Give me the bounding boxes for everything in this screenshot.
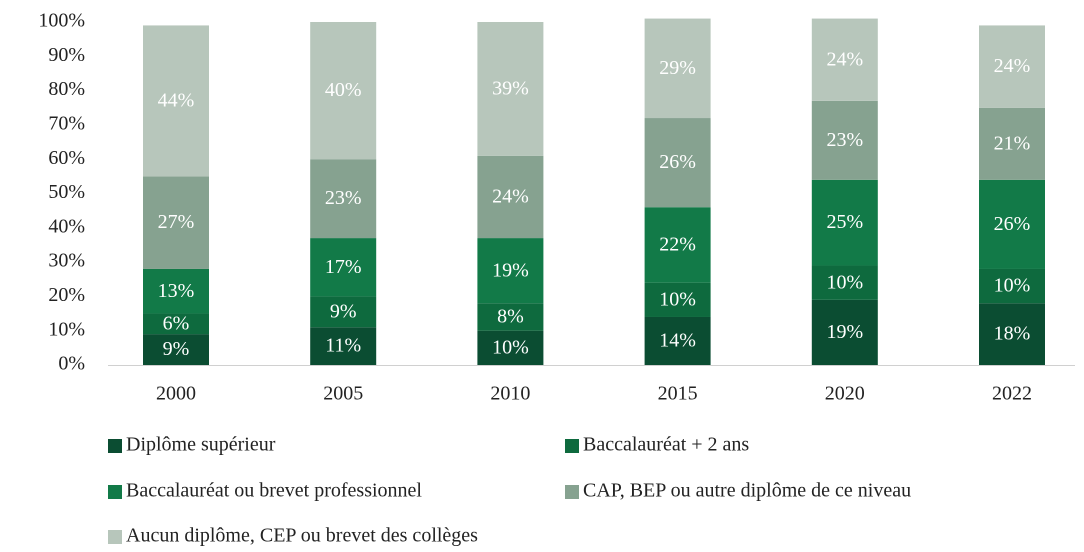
bar-segment <box>477 330 544 365</box>
x-tick-label: 2015 <box>658 383 698 405</box>
y-tick-label: 30% <box>48 250 85 272</box>
data-label: 14% <box>659 330 696 352</box>
legend-swatch <box>565 485 579 499</box>
y-tick-label: 80% <box>48 78 85 100</box>
data-label: 19% <box>492 259 529 281</box>
bar-segment <box>310 296 377 328</box>
y-tick-label: 50% <box>48 181 85 203</box>
data-label: 6% <box>163 312 190 334</box>
bar-segment <box>477 238 544 304</box>
x-tick-label: 2022 <box>992 383 1032 405</box>
x-tick-label: 2005 <box>323 383 363 405</box>
bar-segment <box>143 268 209 314</box>
data-label: 10% <box>994 275 1031 297</box>
data-label: 24% <box>826 48 863 70</box>
data-label: 13% <box>158 280 195 302</box>
bar-segment <box>979 107 1045 180</box>
legend-label: Baccalauréat + 2 ans <box>583 434 749 456</box>
data-label: 10% <box>826 271 863 293</box>
bar-segment <box>644 118 711 208</box>
data-label: 9% <box>330 300 357 322</box>
bar-segment <box>310 159 377 239</box>
data-label: 17% <box>325 256 362 278</box>
data-label: 9% <box>163 338 190 360</box>
legend-swatch <box>108 439 122 453</box>
bar-segment <box>310 238 377 297</box>
legend-label: CAP, BEP ou autre diplôme de ce niveau <box>583 480 911 502</box>
bar-segment <box>644 18 711 119</box>
data-label: 40% <box>325 79 362 101</box>
data-label: 19% <box>826 321 863 343</box>
data-label: 27% <box>158 211 195 233</box>
y-tick-label: 10% <box>48 318 85 340</box>
bar-segment <box>644 316 711 365</box>
bar-segment <box>979 179 1045 269</box>
legend-label: Diplôme supérieur <box>126 434 276 456</box>
y-tick-label: 60% <box>48 147 85 169</box>
data-label: 44% <box>158 89 195 111</box>
bar-segment <box>811 265 878 300</box>
data-label: 29% <box>659 57 696 79</box>
x-tick-label: 2020 <box>825 383 865 405</box>
y-tick-label: 0% <box>58 353 85 375</box>
data-label: 11% <box>325 335 361 357</box>
bar-segment <box>143 25 209 177</box>
legend-label: Baccalauréat ou brevet professionnel <box>126 480 422 502</box>
bar-segment <box>143 176 209 269</box>
x-tick-label: 2000 <box>156 383 196 405</box>
bar-segment <box>811 100 878 180</box>
bar-segment <box>477 155 544 239</box>
bar-segment <box>811 18 878 101</box>
bar-segment <box>310 22 377 160</box>
data-label: 23% <box>325 187 362 209</box>
bar-segment <box>644 282 711 317</box>
legend-swatch <box>565 439 579 453</box>
bar-segment <box>310 327 377 365</box>
data-label: 24% <box>492 186 529 208</box>
legend-swatch <box>108 530 122 544</box>
y-tick-label: 40% <box>48 215 85 237</box>
y-tick-label: 100% <box>38 10 85 32</box>
data-label: 8% <box>497 306 524 328</box>
data-label: 21% <box>994 132 1031 154</box>
x-tick-label: 2010 <box>490 383 530 405</box>
bar-segment <box>811 179 878 266</box>
bar-segment <box>979 25 1045 108</box>
data-label: 26% <box>659 151 696 173</box>
data-label: 10% <box>492 336 529 358</box>
legend-label: Aucun diplôme, CEP ou brevet des collège… <box>126 525 478 547</box>
data-label: 22% <box>659 234 696 256</box>
bar-segment <box>143 334 209 365</box>
data-label: 18% <box>994 323 1031 345</box>
y-tick-label: 20% <box>48 284 85 306</box>
data-label: 39% <box>492 77 529 99</box>
legend-swatch <box>108 485 122 499</box>
bar-segment <box>143 313 209 335</box>
data-label: 24% <box>994 55 1031 77</box>
y-tick-label: 90% <box>48 44 85 66</box>
data-label: 23% <box>826 129 863 151</box>
bar-segment <box>644 207 711 283</box>
data-label: 26% <box>994 213 1031 235</box>
data-label: 10% <box>659 288 696 310</box>
bar-segment <box>979 268 1045 304</box>
bar-segment <box>477 303 544 331</box>
bar-segment <box>477 22 544 156</box>
bar-segment <box>811 299 878 365</box>
y-tick-label: 70% <box>48 112 85 134</box>
data-label: 25% <box>826 211 863 233</box>
bar-segment <box>979 303 1045 365</box>
